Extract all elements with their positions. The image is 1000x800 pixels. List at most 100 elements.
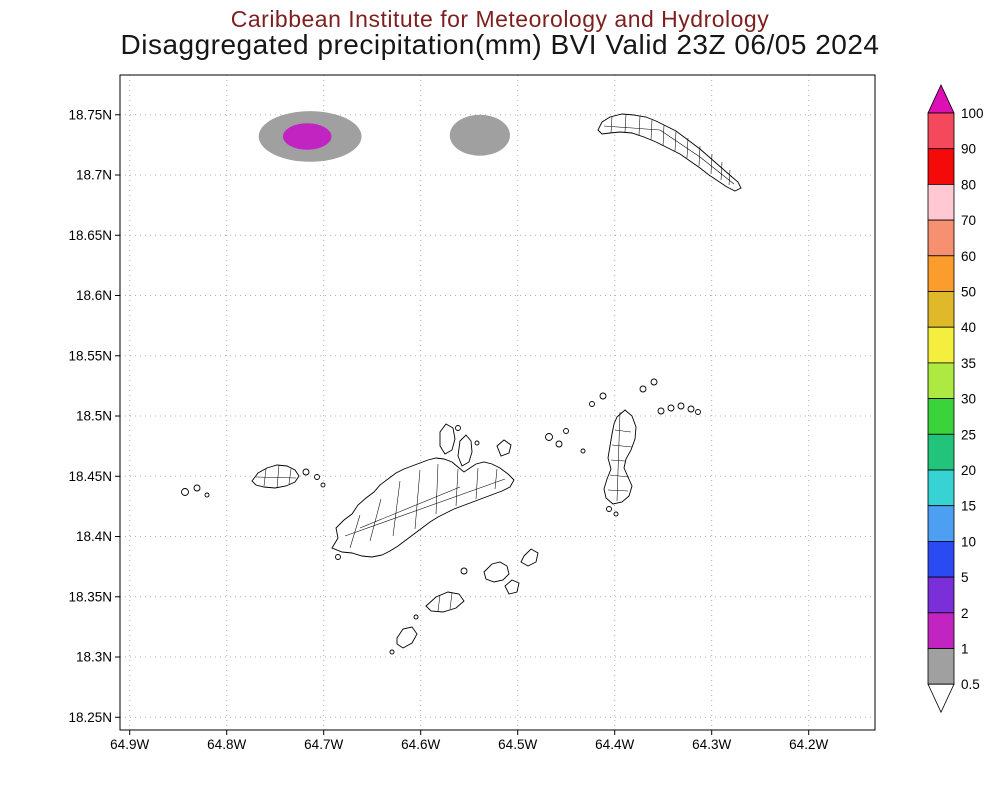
colorbar-segment: [927, 576, 955, 614]
colorbar-label: 10: [961, 534, 976, 549]
islet-east-chain-3: [677, 402, 685, 410]
x-tick-label: 64.2W: [789, 737, 828, 752]
island-guana: [439, 423, 456, 455]
colorbar-segment: [927, 505, 955, 542]
islet-little-jost: [302, 468, 310, 476]
islet-mosquito: [589, 401, 595, 407]
institute-title: Caribbean Institute for Meteorology and …: [230, 6, 770, 32]
islet-little-tobago: [193, 484, 201, 492]
islet-cockroach: [580, 448, 586, 454]
axes: 64.9W 64.8W 64.7W 64.6W 64.5W 64.4W 64.3W 64.2W…: [68, 107, 828, 752]
islet-round-rock: [613, 511, 619, 517]
colorbar-segment: [927, 469, 955, 507]
islet-sandy-cay: [320, 482, 326, 488]
colorbar-label: 90: [961, 142, 976, 157]
islet-great-tobago: [181, 488, 189, 496]
y-tick-label: 18.3N: [76, 650, 112, 665]
islet-fallen-jerusalem: [606, 506, 612, 512]
island-scrub: [496, 439, 512, 457]
x-tick-label: 64.9W: [110, 737, 149, 752]
island-peter-mesh: [437, 592, 453, 612]
colorbar-segment: [927, 541, 955, 578]
y-tick-label: 18.35N: [68, 589, 112, 604]
x-tick-label: 64.7W: [304, 737, 343, 752]
y-tick-label: 18.75N: [68, 107, 112, 122]
colorbar-label: 2: [961, 606, 969, 621]
colorbar-segment: [927, 362, 955, 399]
colorbar-label: 100: [961, 106, 984, 121]
island-virgin-gorda: [603, 409, 637, 505]
colorbar-label: 50: [961, 285, 976, 300]
island-peter: [425, 591, 465, 613]
islet-west-cay: [204, 492, 210, 498]
y-tick-label: 18.55N: [68, 348, 112, 363]
colorbar-segment: [927, 219, 955, 257]
colorbar-label: 70: [961, 213, 976, 228]
colorbar-label: 80: [961, 177, 976, 192]
colorbar-label: 25: [961, 427, 976, 442]
y-tick-label: 18.7N: [76, 168, 112, 183]
x-tick-label: 64.8W: [207, 737, 246, 752]
colorbar-label: 30: [961, 392, 976, 407]
colorbar-segment: [927, 255, 955, 292]
island-tortola-mesh: [344, 463, 506, 549]
islet-necker: [650, 378, 658, 386]
colorbar-segment: [927, 112, 955, 150]
colorbar-segment: [927, 398, 955, 435]
colorbar-segment: [927, 433, 955, 471]
island-salt: [483, 561, 510, 583]
islet-marina-cay: [474, 440, 480, 446]
grid-lines: [120, 75, 875, 730]
islet-little-camanoe: [455, 425, 461, 431]
island-virgin-gorda-mesh: [607, 411, 633, 502]
y-tick-label: 18.4N: [76, 529, 112, 544]
x-tick-label: 64.3W: [692, 737, 731, 752]
precip-contours: [258, 111, 510, 162]
colorbar-segment: [927, 291, 955, 328]
islet-green-cay: [314, 474, 320, 480]
colorbar-label: 15: [961, 499, 976, 514]
island-jost-van-dyke: [251, 464, 300, 489]
colorbar-label: 40: [961, 320, 976, 335]
island-anegada: [597, 113, 742, 192]
islet-george-dog: [555, 440, 563, 448]
islet-east-chain-2: [667, 404, 675, 412]
colorbar-segment: [927, 148, 955, 185]
islet-east-chain-1: [657, 407, 665, 415]
islet-west-dog: [563, 428, 569, 434]
islet-norman-speck: [389, 649, 395, 655]
island-anegada-mesh: [603, 113, 735, 186]
colorbar-arrow-bottom: [927, 683, 955, 714]
colorbar-label: 1: [961, 642, 969, 657]
colorbar-arrow-top: [927, 84, 955, 114]
islet-frenchmans-cay: [335, 554, 341, 560]
colorbar-segment: [927, 183, 955, 221]
colorbar-label: 0.5: [961, 677, 980, 692]
islet-eustatia: [639, 385, 647, 393]
y-tick-label: 18.5N: [76, 409, 112, 424]
islet-dead-chest: [460, 567, 468, 575]
colorbar-label: 35: [961, 356, 976, 371]
colorbar-label: 5: [961, 570, 969, 585]
colorbar-label: 60: [961, 249, 976, 264]
plot-title: Disaggregated precipitation(mm) BVI Vali…: [120, 29, 880, 60]
colorbar-label: 20: [961, 463, 976, 478]
plot-frame-group: [119, 74, 876, 731]
island-great-camanoe: [457, 434, 473, 467]
y-tick-label: 18.45N: [68, 469, 112, 484]
colorbar: 100 90 80 70 60 50 40 35 30 25 20 15 10 5 2 1 0.5: [927, 84, 984, 714]
coastlines: [181, 113, 742, 655]
islet-east-chain-4: [687, 405, 695, 413]
x-tick-label: 64.4W: [595, 737, 634, 752]
plot-frame: [119, 74, 876, 731]
island-ginger: [520, 548, 539, 567]
islet-east-chain-5: [695, 409, 701, 415]
island-norman: [396, 626, 418, 649]
island-jost-van-dyke-mesh: [255, 464, 297, 489]
islet-pelican: [413, 614, 419, 620]
x-tick-label: 64.6W: [401, 737, 440, 752]
y-tick-label: 18.25N: [68, 710, 112, 725]
x-tick-label: 64.5W: [498, 737, 537, 752]
precip-cell-west-core: [282, 123, 332, 150]
islet-great-dog: [545, 433, 553, 441]
